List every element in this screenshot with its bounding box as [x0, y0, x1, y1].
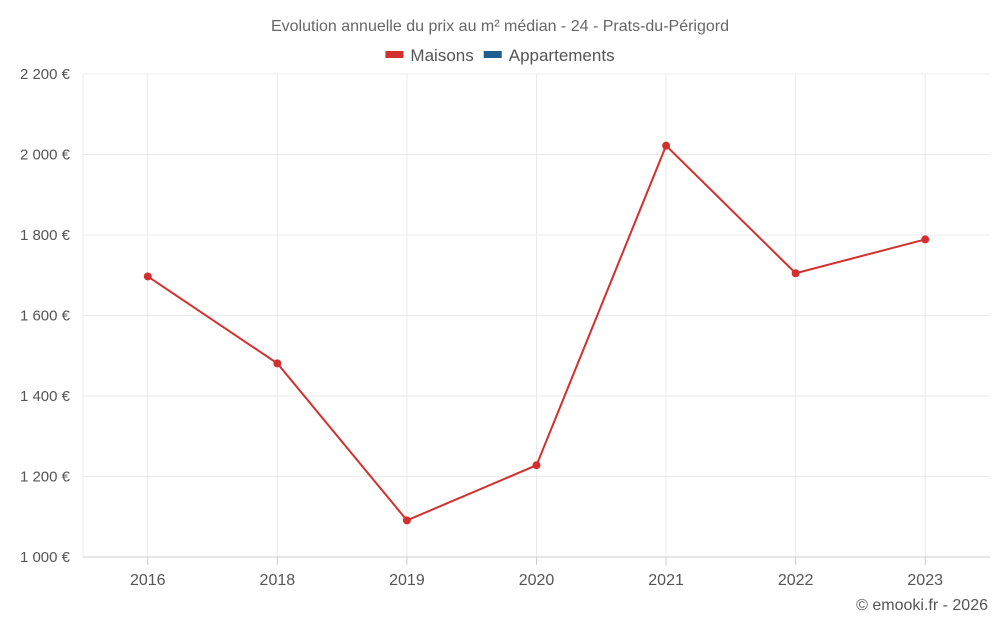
y-tick-label: 1 800 € [20, 227, 71, 244]
chart-title: Evolution annuelle du prix au m² médian … [271, 18, 729, 35]
data-point[interactable] [791, 269, 800, 278]
y-tick-label: 2 200 € [20, 66, 71, 83]
series-layer [143, 141, 930, 525]
data-point[interactable] [143, 272, 152, 281]
legend: Maisons Appartements [385, 46, 615, 65]
legend-swatch [483, 51, 502, 58]
legend-label: Appartements [509, 46, 615, 65]
data-point[interactable] [532, 461, 541, 470]
legend-label: Maisons [410, 46, 473, 65]
legend-item-maisons[interactable]: Maisons [385, 46, 474, 65]
x-tick-label: 2018 [260, 572, 296, 589]
y-tick-label: 1 000 € [20, 549, 71, 566]
x-tick-label: 2022 [778, 572, 814, 589]
axes: 1 000 € 1 200 € 1 400 € 1 600 € 1 800 € 2 000… [20, 66, 990, 589]
credit-text: © emooki.fr - 2026 [856, 597, 988, 614]
x-tick-label: 2016 [130, 572, 166, 589]
y-tick-label: 1 200 € [20, 469, 71, 486]
x-tick-label: 2023 [907, 572, 943, 589]
data-point[interactable] [662, 141, 671, 150]
x-tick-label: 2019 [389, 572, 425, 589]
grid [82, 73, 990, 558]
data-point[interactable] [921, 235, 930, 244]
y-tick-label: 1 600 € [20, 308, 71, 325]
y-tick-label: 1 400 € [20, 388, 71, 405]
y-tick-label: 2 000 € [20, 147, 71, 164]
x-tick-label: 2021 [648, 572, 684, 589]
data-point[interactable] [402, 516, 411, 525]
x-tick-label: 2020 [519, 572, 555, 589]
legend-swatch [385, 51, 404, 58]
data-point[interactable] [273, 359, 282, 368]
legend-item-appartements[interactable]: Appartements [483, 46, 615, 65]
